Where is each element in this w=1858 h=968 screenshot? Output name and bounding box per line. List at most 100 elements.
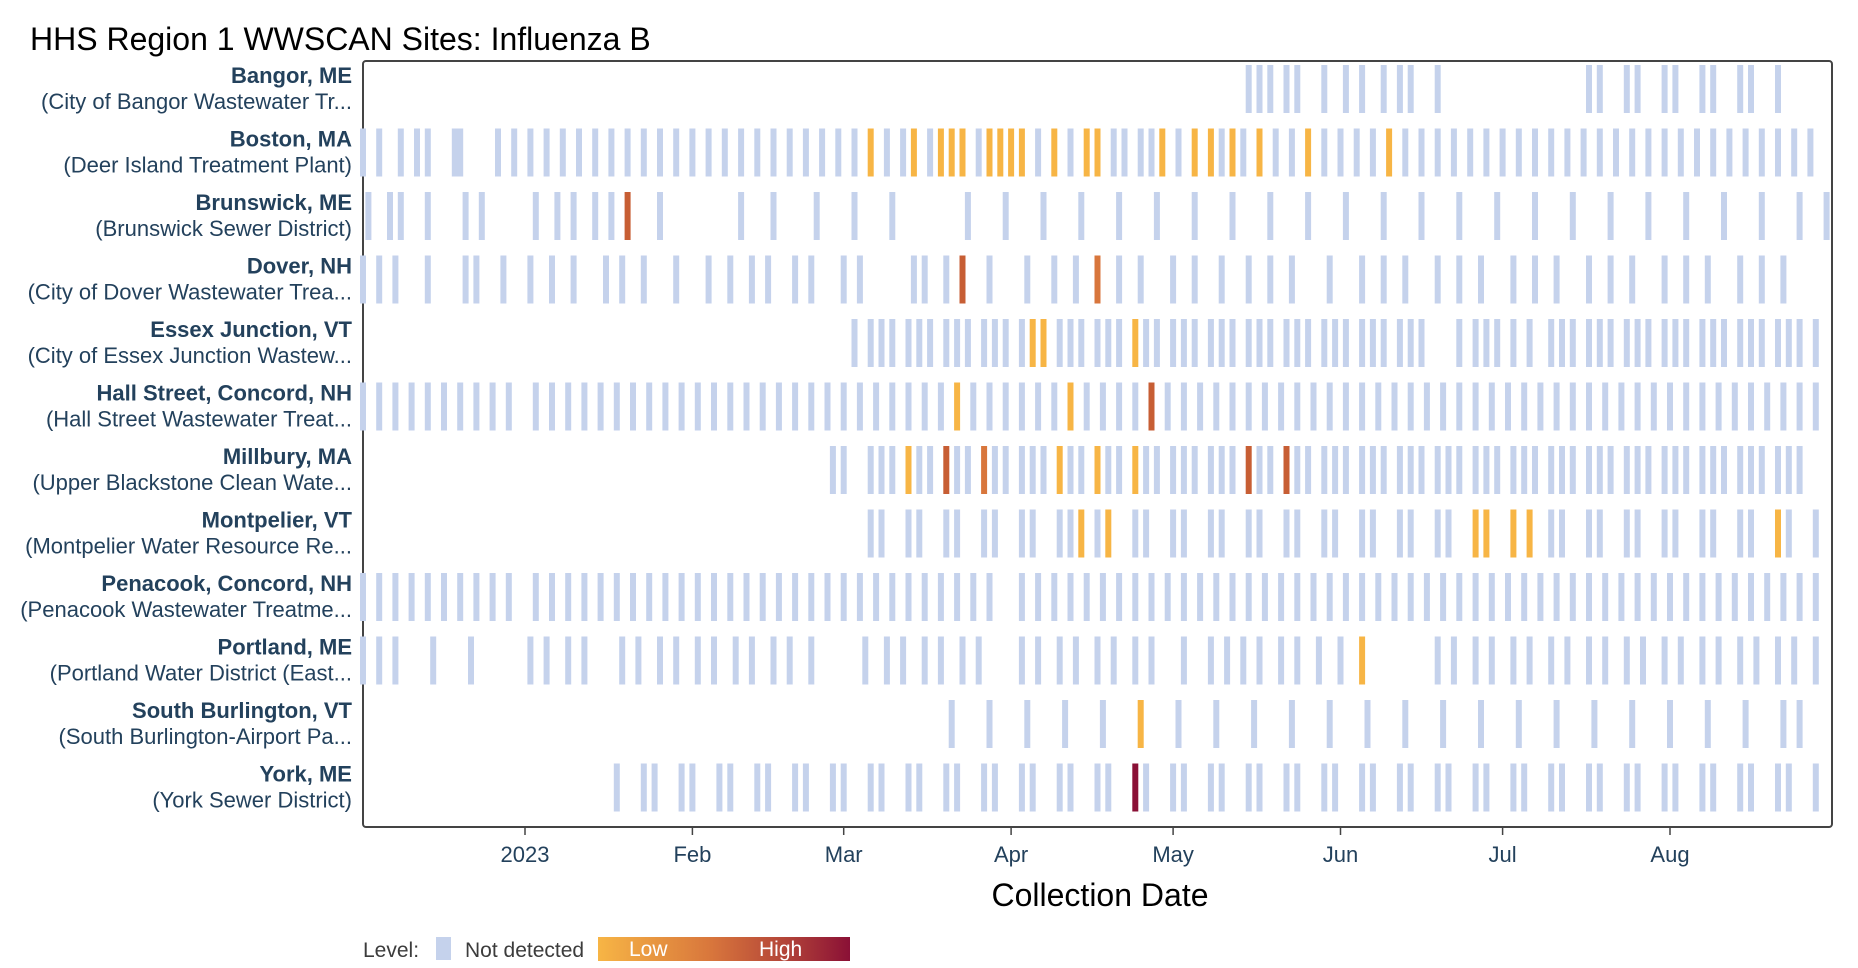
sample-bar-not-detected <box>1148 636 1155 685</box>
site-detail: (Penacook Wastewater Treatme... <box>20 597 352 622</box>
sample-bar-not-detected <box>1035 573 1042 621</box>
sample-bar-not-detected <box>1342 319 1349 367</box>
site-row <box>829 446 1803 494</box>
sample-bar-not-detected <box>1450 128 1457 177</box>
x-axis-title: Collection Date <box>992 877 1209 913</box>
sample-bar-not-detected <box>1294 509 1301 558</box>
site-row <box>1245 65 1781 113</box>
sample-bar-not-detected <box>1548 763 1555 812</box>
sample-bar-not-detected <box>1143 509 1150 558</box>
legend-low-label: Low <box>629 938 668 961</box>
sample-bar-not-detected <box>392 636 399 685</box>
sample-bar-not-detected <box>1132 509 1139 558</box>
sample-bar-not-detected <box>1532 192 1538 240</box>
sample-bar-not-detected <box>802 128 809 177</box>
sample-bar-not-detected <box>1180 763 1187 812</box>
sample-bar-not-detected <box>1456 446 1463 494</box>
sample-bar-not-detected <box>1321 319 1328 367</box>
sample-bar-not-detected <box>1748 319 1754 367</box>
sample-bar-not-detected <box>1478 700 1484 748</box>
sample-bar-not-detected <box>1661 446 1668 494</box>
sample-bar-not-detected <box>1677 636 1684 685</box>
site-detail: (York Sewer District) <box>152 788 352 813</box>
sample-bar-detected <box>1094 255 1101 304</box>
sample-bar-not-detected <box>694 382 701 431</box>
sample-bar-not-detected <box>1456 382 1463 431</box>
sample-bar-not-detected <box>1110 636 1117 685</box>
sample-bar-not-detected <box>1559 509 1565 558</box>
sample-bar-not-detected <box>1710 128 1717 177</box>
sample-bar-not-detected <box>1748 382 1754 431</box>
sample-bar-not-detected <box>1483 128 1490 177</box>
sample-bar-not-detected <box>1450 636 1457 685</box>
sample-bar-not-detected <box>1775 636 1781 685</box>
sample-bar-not-detected <box>1288 128 1295 177</box>
sample-bar-not-detected <box>1072 636 1079 685</box>
sample-bar-not-detected <box>1067 128 1074 177</box>
sample-bar-not-detected <box>748 636 755 685</box>
sample-bar-not-detected <box>1548 319 1555 367</box>
sample-bar-not-detected <box>1229 446 1236 494</box>
sample-bar-not-detected <box>360 636 366 685</box>
sample-bar-not-detected <box>473 255 480 304</box>
sample-bar-not-detected <box>1780 382 1787 431</box>
sample-bar-not-detected <box>1180 319 1187 367</box>
sample-bar-not-detected <box>1245 255 1252 304</box>
sample-bar-not-detected <box>1207 636 1214 685</box>
sample-bar-not-detected <box>1812 573 1819 621</box>
sample-bar-not-detected <box>1375 382 1382 431</box>
sample-bar-not-detected <box>462 255 469 304</box>
sample-bar-not-detected <box>1294 573 1301 621</box>
sample-bar-not-detected <box>981 763 988 812</box>
legend-high-label: High <box>759 938 802 961</box>
sample-bar-detected <box>1283 446 1290 494</box>
site-row <box>851 319 1819 367</box>
sample-bar-not-detected <box>1180 636 1187 685</box>
sample-bar-not-detected <box>1294 446 1301 494</box>
sample-bar-not-detected <box>1132 382 1139 431</box>
sample-bar-not-detected <box>1067 573 1074 621</box>
sample-bar-not-detected <box>457 128 464 177</box>
sample-bar-not-detected <box>1472 573 1479 621</box>
sample-bar-not-detected <box>1359 763 1366 812</box>
sample-bar-detected <box>1132 446 1139 494</box>
sample-bar-not-detected <box>565 573 572 621</box>
sample-bar-not-detected <box>1305 319 1312 367</box>
sample-bar-not-detected <box>808 636 815 685</box>
sample-bar-not-detected <box>376 255 383 304</box>
sample-bar-not-detected <box>1661 509 1668 558</box>
sample-bar-not-detected <box>1472 319 1479 367</box>
sample-bar-not-detected <box>376 382 383 431</box>
sample-bar-not-detected <box>1553 573 1560 621</box>
sample-bar-not-detected <box>678 573 685 621</box>
sample-bar-not-detected <box>851 128 858 177</box>
sample-bar-not-detected <box>1326 700 1333 748</box>
sample-bar-not-detected <box>732 636 739 685</box>
sample-bar-not-detected <box>1018 573 1025 621</box>
sample-bar-not-detected <box>646 382 653 431</box>
sample-bar-not-detected <box>1105 446 1112 494</box>
sample-bar-not-detected <box>1143 319 1150 367</box>
sample-bar-not-detected <box>1472 636 1479 685</box>
sample-bar-not-detected <box>500 255 507 304</box>
sample-bar-not-detected <box>1153 319 1160 367</box>
sample-bar-not-detected <box>1029 509 1036 558</box>
sample-bar-not-detected <box>948 700 955 748</box>
sample-bar-not-detected <box>613 382 620 431</box>
sample-bar-not-detected <box>527 128 534 177</box>
sample-bar-not-detected <box>1067 763 1074 812</box>
sample-bar-detected <box>937 128 944 177</box>
sample-bar-not-detected <box>1618 573 1625 621</box>
sample-bar-not-detected <box>1137 128 1144 177</box>
sample-bar-not-detected <box>705 255 712 304</box>
sample-bar-not-detected <box>1623 65 1630 113</box>
sample-bar-not-detected <box>1256 509 1263 558</box>
sample-bar-not-detected <box>1629 128 1636 177</box>
sample-bar-not-detected <box>1315 636 1322 685</box>
sample-bar-not-detected <box>1359 382 1366 431</box>
sample-bar-not-detected <box>1532 128 1538 177</box>
sample-bar-not-detected <box>711 636 717 685</box>
sample-bar-not-detected <box>408 573 415 621</box>
sample-bar-not-detected <box>581 382 588 431</box>
sample-bar-not-detected <box>1326 255 1333 304</box>
